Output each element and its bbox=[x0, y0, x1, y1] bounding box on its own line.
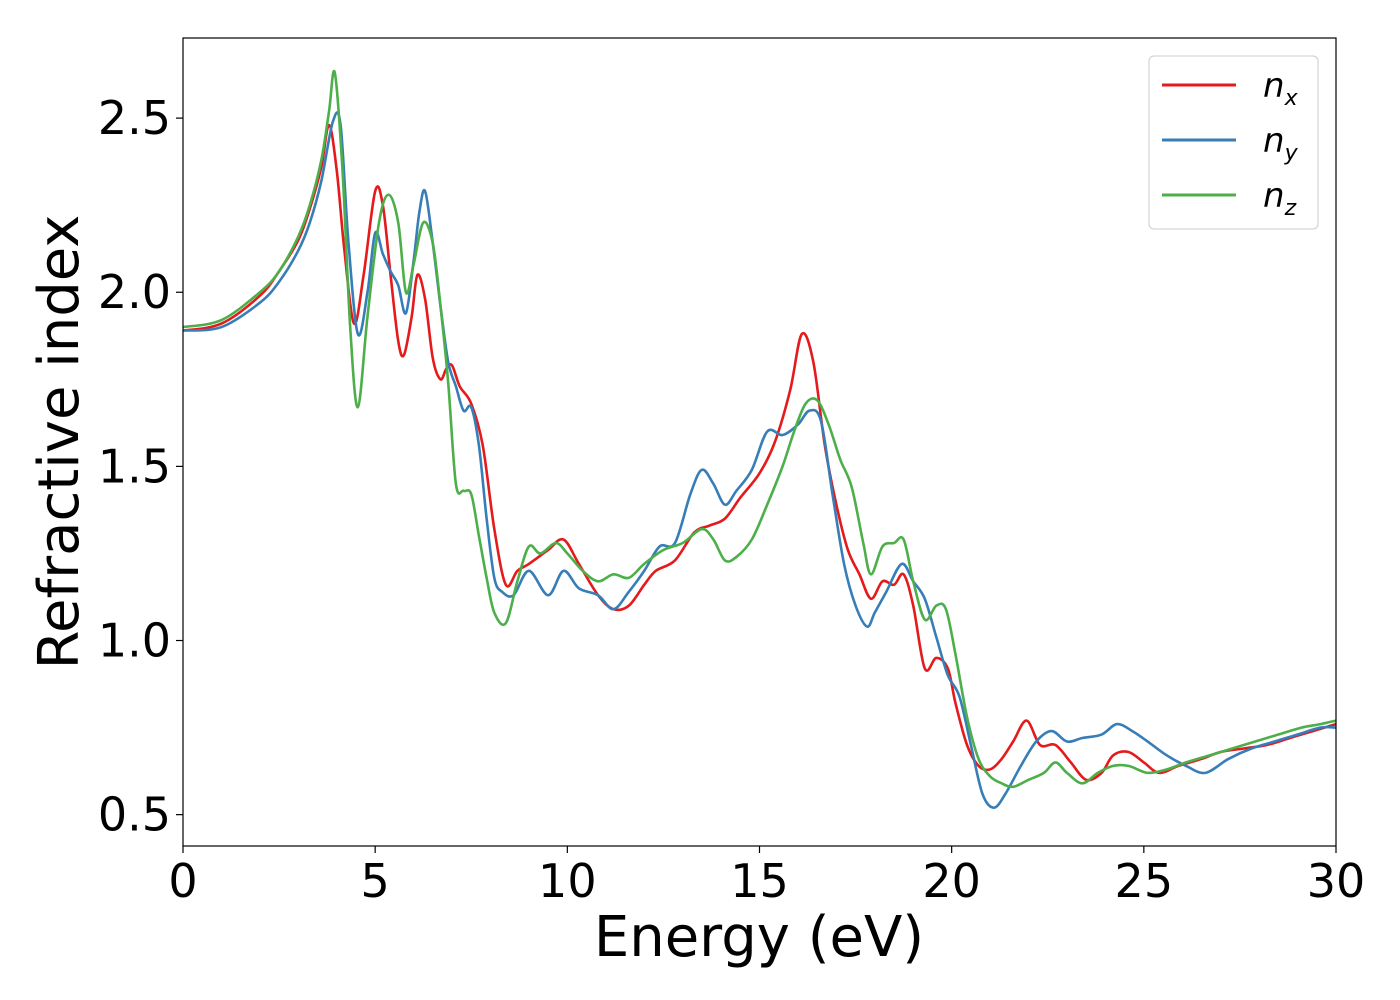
legend-frame bbox=[1148, 55, 1319, 230]
legend: nx ny nz bbox=[1148, 55, 1319, 230]
series-line-z bbox=[183, 69, 1336, 789]
y-tick-label: 1.5 bbox=[98, 439, 171, 493]
series-layer bbox=[183, 69, 1336, 809]
legend-label-x: nx bbox=[1263, 66, 1299, 111]
y-axis-label: Refractive index bbox=[27, 215, 92, 670]
legend-label-y: ny bbox=[1263, 121, 1299, 166]
y-tick-label: 2.5 bbox=[98, 91, 171, 145]
y-tick-label: 1.0 bbox=[98, 614, 171, 668]
x-axis-label: Energy (eV) bbox=[594, 905, 924, 970]
y-tick-label: 0.5 bbox=[98, 788, 171, 842]
legend-label-z: nz bbox=[1263, 176, 1297, 221]
x-tick-label: 10 bbox=[538, 854, 597, 908]
y-tick-label: 2.0 bbox=[98, 265, 171, 319]
series-line-x bbox=[183, 123, 1336, 782]
x-tick-label: 20 bbox=[922, 854, 981, 908]
x-tick-label: 30 bbox=[1307, 854, 1366, 908]
series-line-y bbox=[183, 111, 1336, 809]
x-tick-label: 0 bbox=[168, 854, 197, 908]
x-axis: 0 5 10 15 20 25 30 bbox=[168, 846, 1365, 908]
x-tick-label: 15 bbox=[730, 854, 789, 908]
y-axis: 0.5 1.0 1.5 2.0 2.5 bbox=[98, 91, 183, 842]
x-tick-label: 5 bbox=[361, 854, 390, 908]
x-tick-label: 25 bbox=[1115, 854, 1174, 908]
